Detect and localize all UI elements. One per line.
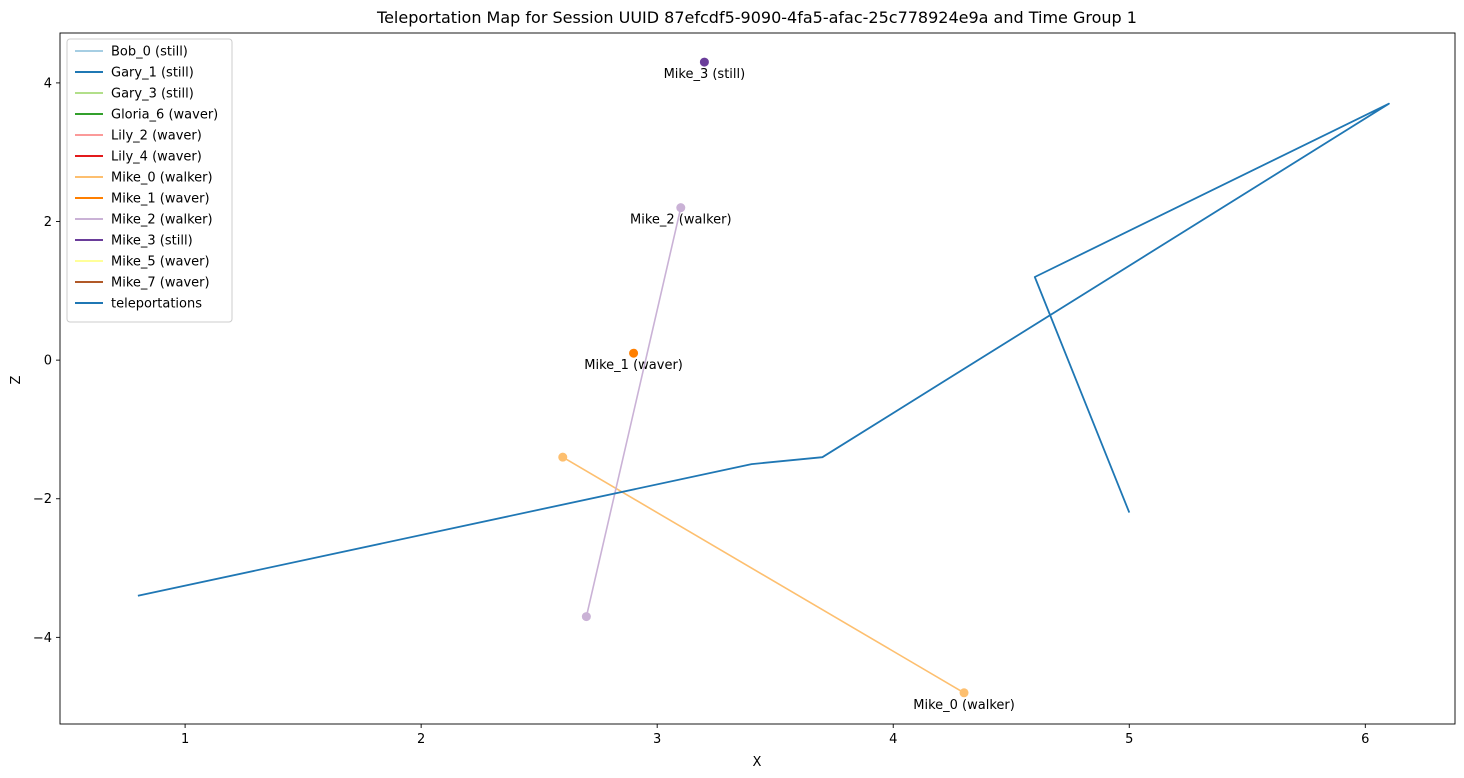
- y-tick-label-0: 0: [44, 354, 52, 369]
- legend-label-mike-1-waver: Mike_1 (waver): [111, 192, 210, 207]
- point-mike-2-walker-1: [676, 203, 686, 213]
- x-tick-label-3: 3: [653, 732, 661, 747]
- legend-label-mike-2-walker: Mike_2 (walker): [111, 213, 213, 228]
- x-axis-label: X: [753, 755, 762, 770]
- series-line-teleportations: [137, 102, 1390, 597]
- legend-label-gloria-6-waver: Gloria_6 (waver): [111, 108, 218, 123]
- legend-label-lily-2-waver: Lily_2 (waver): [111, 129, 202, 144]
- legend-label-bob-0-still: Bob_0 (still): [111, 45, 188, 60]
- legend-label-lily-4-waver: Lily_4 (waver): [111, 150, 202, 165]
- legend-box: [66, 38, 233, 323]
- annotation-mike-3-still: Mike_3 (still): [664, 67, 746, 82]
- annotation-mike-2-walker: Mike_2 (walker): [630, 213, 732, 228]
- y-tick-label-2: 2: [44, 215, 52, 230]
- point-mike-1-waver-0: [629, 348, 639, 358]
- point-mike-3-still-0: [699, 57, 709, 67]
- legend-label-gary-1-still: Gary_1 (still): [111, 66, 194, 81]
- legend-label-gary-3-still: Gary_3 (still): [111, 87, 194, 102]
- legend-label-mike-3-still: Mike_3 (still): [111, 234, 193, 249]
- legend-label-teleportations: teleportations: [111, 297, 202, 312]
- series-line-mike-0-walker: [562, 456, 965, 694]
- point-mike-0-walker-0: [558, 452, 568, 462]
- legend: Bob_0 (still) Gary_1 (still) Gary_3 (still…: [66, 38, 233, 323]
- x-tick-label-4: 4: [889, 732, 897, 747]
- legend-label-mike-5-waver: Mike_5 (waver): [111, 255, 210, 270]
- y-axis-label: Z: [9, 375, 24, 384]
- x-tick-label-5: 5: [1125, 732, 1133, 747]
- series-line-mike-2-walker: [585, 207, 682, 617]
- chart-title: Teleportation Map for Session UUID 87efc…: [376, 8, 1137, 27]
- annotation-mike-0-walker: Mike_0 (walker): [913, 698, 1015, 713]
- x-tick-label-1: 1: [181, 732, 189, 747]
- x-tick-label-6: 6: [1361, 732, 1369, 747]
- annotation-mike-1-waver: Mike_1 (waver): [584, 358, 683, 373]
- point-mike-2-walker-0: [581, 612, 591, 622]
- y-tick-label--4: −4: [33, 631, 52, 646]
- y-tick-label--2: −2: [33, 492, 52, 507]
- point-mike-0-walker-1: [959, 688, 969, 698]
- plot-area: Mike_0 (walker) Mike_1 (waver) Mike_2 (wal…: [33, 32, 1456, 747]
- legend-label-mike-0-walker: Mike_0 (walker): [111, 171, 213, 186]
- x-tick-label-2: 2: [417, 732, 425, 747]
- plot-frame: [59, 32, 1456, 725]
- y-tick-label-4: 4: [44, 76, 52, 91]
- legend-label-mike-7-waver: Mike_7 (waver): [111, 276, 210, 291]
